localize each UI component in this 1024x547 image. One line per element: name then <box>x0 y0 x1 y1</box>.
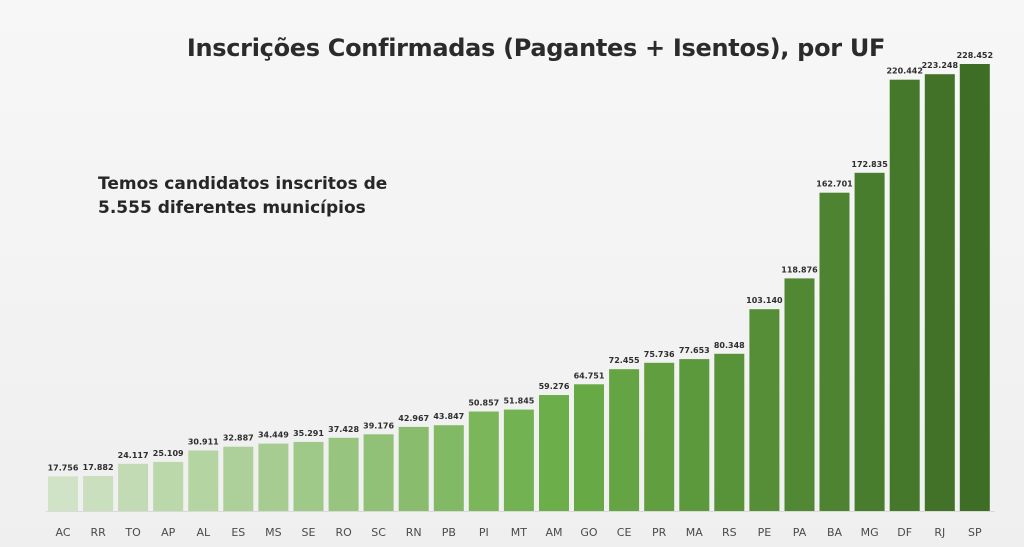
data-label-rs: 80.348 <box>714 341 745 350</box>
tick-label-pa: PA <box>793 526 807 539</box>
tick-label-go: GO <box>580 526 598 539</box>
tick-label-rn: RN <box>406 526 422 539</box>
bar-es <box>223 446 254 511</box>
bar-pb <box>433 425 464 511</box>
bar-to <box>118 463 149 511</box>
tick-label-mg: MG <box>861 526 879 539</box>
data-label-rj: 223.248 <box>922 61 959 70</box>
tick-label-es: ES <box>231 526 245 539</box>
tick-label-ro: RO <box>335 526 352 539</box>
tick-label-df: DF <box>897 526 912 539</box>
data-label-ro: 37.428 <box>328 425 359 434</box>
data-label-se: 35.291 <box>293 429 324 438</box>
tick-label-al: AL <box>196 526 211 539</box>
data-label-to: 24.117 <box>118 451 149 460</box>
data-label-sp: 228.452 <box>957 51 993 60</box>
data-label-ba: 162.701 <box>816 180 853 189</box>
data-label-pe: 103.140 <box>746 296 783 305</box>
bar-pr <box>644 362 675 511</box>
tick-label-pe: PE <box>758 526 772 539</box>
bar-pa <box>784 278 815 511</box>
bar-ms <box>258 443 289 511</box>
tick-label-se: SE <box>302 526 316 539</box>
note-line-2: 5.555 diferentes municípios <box>98 198 366 218</box>
bar-sp <box>959 64 990 511</box>
tick-label-ac: AC <box>55 526 70 539</box>
bar-ap <box>153 461 184 511</box>
data-label-am: 59.276 <box>539 382 570 391</box>
bar-go <box>574 384 604 511</box>
bar-ce <box>609 369 640 511</box>
data-label-sc: 39.176 <box>363 421 394 430</box>
data-label-pa: 118.876 <box>781 265 818 274</box>
bar-rs <box>714 353 745 511</box>
bar-sc <box>363 434 394 511</box>
data-label-pi: 50.857 <box>468 399 499 408</box>
data-label-pr: 75.736 <box>644 350 675 359</box>
bar-ro <box>328 437 359 511</box>
municipalities-note: Temos candidatos inscritos de 5.555 dife… <box>98 172 458 220</box>
data-label-pb: 43.847 <box>433 412 464 421</box>
data-label-ms: 34.449 <box>258 431 289 440</box>
data-label-es: 32.887 <box>223 434 254 443</box>
tick-label-rr: RR <box>90 526 106 539</box>
tick-label-ce: CE <box>617 526 632 539</box>
tick-label-mt: MT <box>511 526 527 539</box>
data-label-ce: 72.455 <box>609 356 640 365</box>
bar-df <box>889 79 920 511</box>
bar-pi <box>468 411 499 511</box>
note-line-1: Temos candidatos inscritos de <box>98 174 388 194</box>
data-label-mg: 172.835 <box>851 160 888 169</box>
bar-am <box>539 395 569 511</box>
tick-label-sp: SP <box>968 526 982 539</box>
tick-label-sc: SC <box>371 526 386 539</box>
tick-label-to: TO <box>124 526 141 539</box>
bar-mt <box>503 409 534 511</box>
data-label-ap: 25.109 <box>153 449 184 458</box>
tick-label-ba: BA <box>827 526 843 539</box>
bar-ac <box>48 476 78 511</box>
data-label-rn: 42.967 <box>398 414 429 423</box>
bar-rj <box>924 74 955 511</box>
tick-label-pr: PR <box>652 526 667 539</box>
bar-se <box>293 441 324 511</box>
bar-mg <box>854 172 885 512</box>
data-label-df: 220.442 <box>886 67 922 76</box>
tick-label-rs: RS <box>722 526 737 539</box>
chart-title: Inscrições Confirmadas (Pagantes + Isent… <box>186 34 886 62</box>
tick-label-pb: PB <box>442 526 456 539</box>
data-label-al: 30.911 <box>188 438 219 447</box>
bar-rr <box>83 476 114 511</box>
tick-label-ap: AP <box>161 526 176 539</box>
data-label-rr: 17.882 <box>83 463 114 472</box>
tick-label-pi: PI <box>479 526 489 539</box>
bar-pe <box>749 309 780 511</box>
data-label-go: 64.751 <box>574 371 605 380</box>
bar-al <box>188 450 219 511</box>
tick-label-ma: MA <box>686 526 703 539</box>
data-label-mt: 51.845 <box>503 397 534 406</box>
data-label-ma: 77.653 <box>679 346 710 355</box>
tick-label-am: AM <box>545 526 562 539</box>
bar-rn <box>398 426 429 511</box>
bar-ma <box>679 359 710 511</box>
tick-label-rj: RJ <box>934 526 945 539</box>
data-label-ac: 17.756 <box>48 463 79 472</box>
tick-label-ms: MS <box>265 526 281 539</box>
bar-ba <box>819 192 850 511</box>
